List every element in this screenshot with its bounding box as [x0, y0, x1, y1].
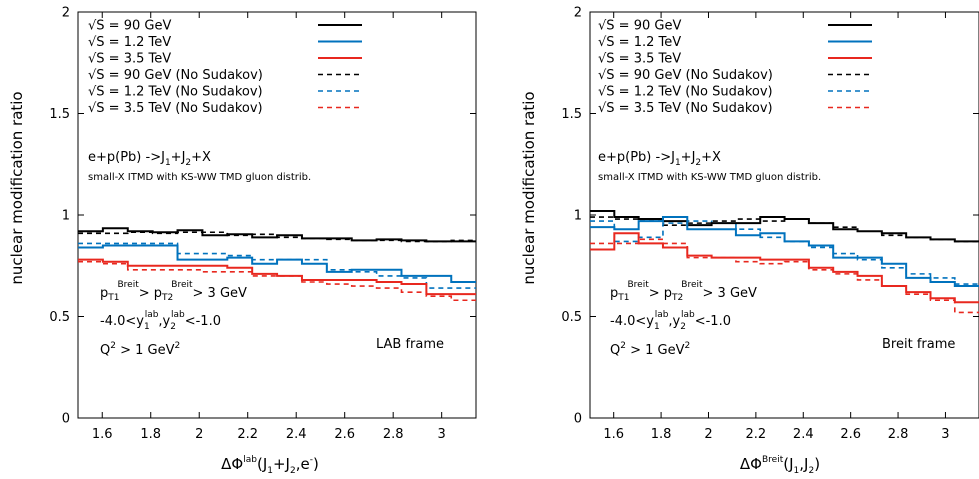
y-tick-label: 0: [574, 412, 582, 427]
x-tick-label: 1.8: [140, 427, 161, 442]
x-tick-label: 2.2: [746, 427, 767, 442]
cuts-annotation: pT1Breit> pT2Breit> 3 GeV -4.0<y1lab,y2l…: [610, 280, 757, 358]
svg-text:e+p(Pb) ->J1+J2+X: e+p(Pb) ->J1+J2+X: [88, 150, 211, 168]
svg-text:small-X ITMD with KS-WW TMD gl: small-X ITMD with KS-WW TMD gluon distri…: [598, 172, 821, 183]
x-tick-label: 2.4: [793, 427, 814, 442]
x-tick-label: 3: [438, 427, 446, 442]
x-axis-title: ΔΦlab(J1+J2,e-): [221, 455, 319, 476]
legend-entry-label: √S = 3.5 TeV (No Sudakov): [88, 101, 263, 116]
process-annotation: e+p(Pb) ->J1+J2+X small-X ITMD with KS-W…: [88, 150, 311, 183]
legend-entry-label: √S = 3.5 TeV: [598, 52, 681, 67]
y-tick-label: 1: [574, 209, 582, 224]
svg-text:Q2 > 1 GeV2: Q2 > 1 GeV2: [100, 341, 180, 358]
y-axis-title: nuclear modification ratio: [8, 91, 26, 284]
y-axis-title: nuclear modification ratio: [520, 91, 538, 284]
y-tick-label: 0: [62, 412, 70, 427]
x-tick-label: 2: [195, 427, 203, 442]
series-line-5: [590, 220, 979, 285]
x-tick-label: 1.8: [651, 427, 672, 442]
legend-entry-label: √S = 90 GeV: [88, 19, 171, 34]
series-line-2: [78, 244, 476, 283]
y-tick-label: 1.5: [561, 107, 582, 122]
x-tick-label: 2.8: [888, 427, 909, 442]
y-tick-label: 2: [62, 6, 70, 21]
svg-text:pT1Breit> pT2Breit> 3 GeV: pT1Breit> pT2Breit> 3 GeV: [100, 280, 247, 303]
x-tick-label: 1.6: [603, 427, 624, 442]
left-panel: nuclear modification ratio ΔΦlab(J1+J2,e…: [8, 6, 477, 476]
x-tick-label: 2: [704, 427, 712, 442]
frame-label: LAB frame: [376, 337, 444, 352]
series-line-3: [78, 258, 476, 296]
legend-entry-label: √S = 90 GeV (No Sudakov): [88, 68, 263, 83]
legend-entry-label: √S = 1.2 TeV (No Sudakov): [88, 85, 263, 100]
legend-entry-label: √S = 90 GeV (No Sudakov): [598, 68, 773, 83]
y-tick-label: 0.5: [561, 310, 582, 325]
legend-entry-label: √S = 1.2 TeV: [598, 35, 681, 50]
x-tick-label: 2.6: [334, 427, 355, 442]
y-tick-label: 0.5: [49, 310, 70, 325]
y-tick-label: 1.5: [49, 107, 70, 122]
series-line-5: [78, 242, 476, 289]
svg-text:small-X ITMD with KS-WW TMD gl: small-X ITMD with KS-WW TMD gluon distri…: [88, 172, 311, 183]
legend-entry-label: √S = 1.2 TeV: [88, 35, 171, 50]
process-annotation: e+p(Pb) ->J1+J2+X small-X ITMD with KS-W…: [598, 150, 821, 183]
series-line-1: [78, 227, 476, 243]
right-panel: nuclear modification ratio ΔΦBreit(J1,J2…: [520, 6, 979, 476]
svg-text:-4.0<y1lab,y2lab<-1.0: -4.0<y1lab,y2lab<-1.0: [100, 310, 221, 332]
legend-entry-label: √S = 1.2 TeV (No Sudakov): [598, 85, 773, 100]
x-tick-label: 1.6: [92, 427, 113, 442]
series-line-6: [590, 238, 979, 314]
series-line-3: [590, 232, 979, 304]
y-tick-label: 2: [574, 6, 582, 21]
series-line-2: [590, 216, 979, 288]
x-tick-label: 3: [941, 427, 949, 442]
x-axis-title: ΔΦBreit(J1,J2): [740, 455, 820, 476]
y-tick-label: 1: [62, 209, 70, 224]
x-tick-label: 2.6: [840, 427, 861, 442]
frame-label: Breit frame: [882, 337, 955, 352]
x-tick-label: 2.2: [237, 427, 258, 442]
x-tick-label: 2.4: [286, 427, 307, 442]
legend-entry-label: √S = 3.5 TeV (No Sudakov): [598, 101, 773, 116]
legend-entry-label: √S = 90 GeV: [598, 19, 681, 34]
svg-text:Q2 > 1 GeV2: Q2 > 1 GeV2: [610, 341, 690, 358]
cuts-annotation: pT1Breit> pT2Breit> 3 GeV -4.0<y1lab,y2l…: [100, 280, 247, 358]
svg-text:pT1Breit> pT2Breit> 3 GeV: pT1Breit> pT2Breit> 3 GeV: [610, 280, 757, 303]
legend-entry-label: √S = 3.5 TeV: [88, 52, 171, 67]
x-tick-label: 2.8: [383, 427, 404, 442]
svg-text:e+p(Pb) ->J1+J2+X: e+p(Pb) ->J1+J2+X: [598, 150, 721, 168]
svg-text:-4.0<y1lab,y2lab<-1.0: -4.0<y1lab,y2lab<-1.0: [610, 310, 731, 332]
